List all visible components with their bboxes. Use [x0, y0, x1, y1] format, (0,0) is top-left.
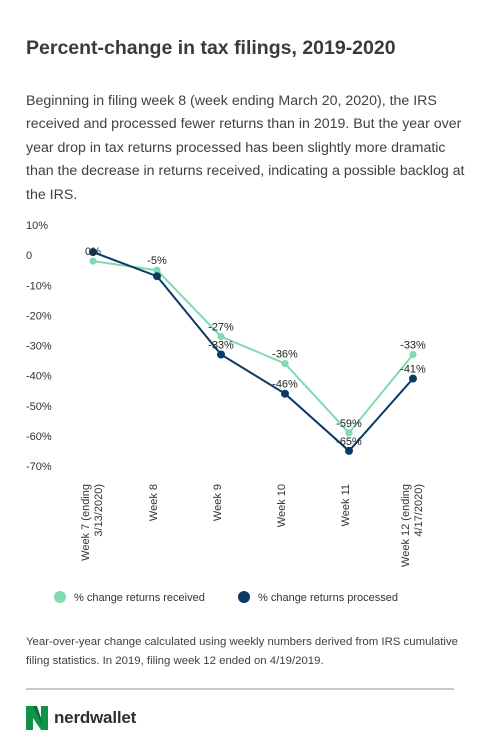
data-label: -5% — [147, 255, 167, 267]
x-tick-label: Week 11 — [340, 484, 352, 526]
nerdwallet-n-icon — [26, 706, 48, 730]
data-point-processed — [281, 389, 289, 398]
line-chart: 10% 0 -10% -20% -30% -40% -50% -60% -70% Week 7 … — [26, 220, 426, 604]
data-point-processed — [89, 248, 97, 257]
legend-marker-received — [54, 591, 66, 603]
divider — [26, 688, 454, 690]
data-label: -59% — [336, 418, 362, 430]
series-line-received — [92, 260, 414, 435]
series-lines — [92, 251, 414, 453]
data-point-processed — [217, 350, 225, 359]
data-label: -33% — [208, 340, 234, 352]
legend: % change returns received % change return… — [54, 591, 398, 604]
x-tick-label: Week 12 (ending4/17/2020) — [400, 484, 425, 567]
chart-title: Percent-change in tax filings, 2019-2020 — [26, 37, 396, 59]
y-tick-label: -50% — [26, 401, 52, 413]
footnote: Year-over-year change calculated using w… — [26, 636, 458, 667]
legend-label: % change returns processed — [258, 592, 398, 604]
data-point-received — [217, 332, 225, 341]
data-point-processed — [345, 446, 353, 455]
data-label: -41% — [400, 364, 426, 376]
brand-name: nerdwallet — [54, 708, 137, 727]
x-tick-label: Week 8 — [148, 484, 160, 521]
data-point-received — [409, 350, 417, 359]
y-tick-label: 0 — [26, 250, 32, 262]
data-point-received — [345, 429, 353, 437]
x-tick-label: Week 10 — [276, 484, 288, 527]
data-label: -46% — [272, 379, 298, 391]
data-label: -33% — [400, 340, 426, 352]
data-label: -65% — [336, 436, 362, 448]
y-tick-label: -20% — [26, 310, 52, 322]
y-tick-label: 10% — [26, 220, 48, 232]
series-line-processed — [92, 251, 414, 453]
data-label: -27% — [208, 321, 234, 333]
data-point-processed — [409, 374, 417, 383]
data-point-received — [89, 257, 97, 265]
y-tick-label: -30% — [26, 341, 52, 353]
series-points — [89, 248, 417, 455]
x-tick-label: Week 7 (ending3/13/2020) — [80, 484, 105, 561]
data-label: -36% — [272, 349, 298, 361]
data-label: 0% — [85, 246, 101, 258]
brand-logo: nerdwallet — [26, 706, 136, 730]
y-tick-label: -70% — [26, 461, 52, 473]
y-tick-label: -60% — [26, 431, 52, 443]
x-tick-label: Week 9 — [212, 484, 224, 521]
data-labels: 0% -5% -27% -36% -59% -33% -33% -46% -65% -41% — [85, 246, 426, 448]
chart-description: Beginning in filing week 8 (week ending … — [26, 93, 465, 203]
y-tick-label: -10% — [26, 280, 52, 292]
legend-marker-processed — [238, 591, 250, 603]
y-tick-label: -40% — [26, 371, 52, 383]
y-axis: 10% 0 -10% -20% -30% -40% -50% -60% -70% — [26, 220, 52, 473]
legend-label: % change returns received — [74, 592, 205, 604]
x-axis: Week 7 (ending3/13/2020) Week 8 Week 9 Week… — [80, 484, 425, 567]
data-point-received — [153, 266, 161, 274]
data-point-processed — [153, 272, 161, 281]
data-point-received — [281, 360, 289, 368]
